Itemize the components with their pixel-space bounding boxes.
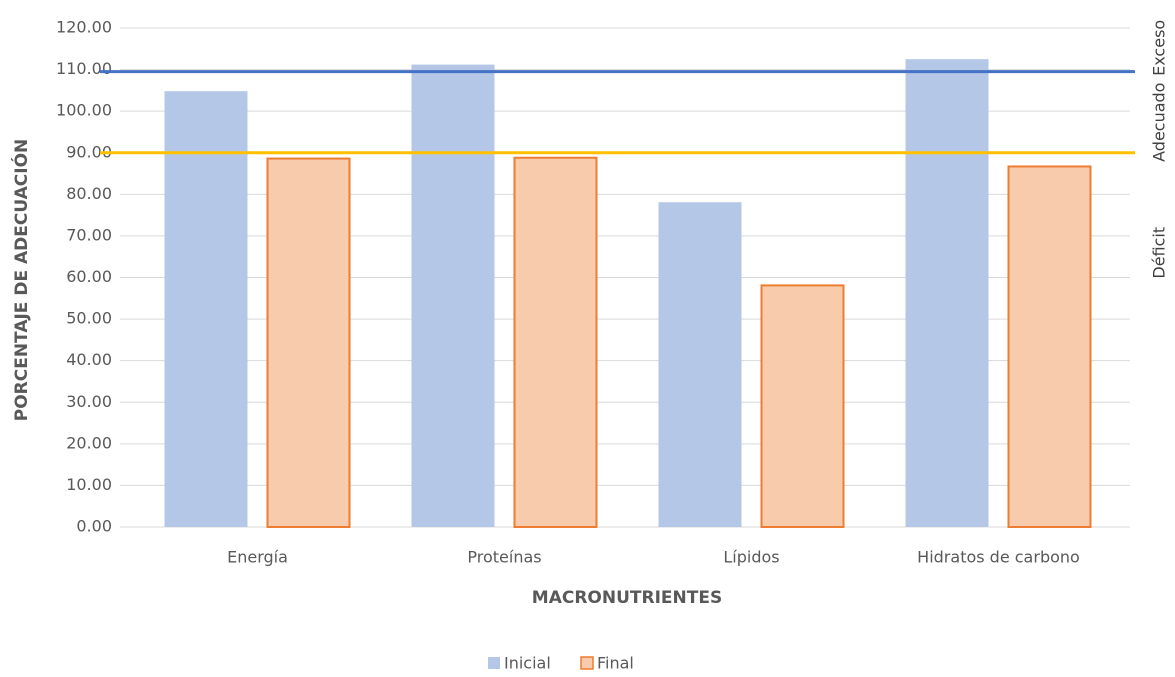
y-tick-label: 50.00 (66, 309, 112, 328)
legend-swatch (488, 657, 500, 669)
x-tick-label: Proteínas (467, 548, 541, 567)
bar (760, 284, 845, 529)
x-tick-label: Lípidos (723, 548, 779, 567)
y-tick-label: 10.00 (66, 475, 112, 494)
bar (1007, 165, 1092, 528)
y-tick-label: 120.00 (56, 18, 112, 37)
y-tick-label: 70.00 (66, 225, 112, 244)
y-tick-label: 90.00 (66, 142, 112, 161)
y-tick-label: 80.00 (66, 184, 112, 203)
x-tick-label: Hidratos de carbono (917, 548, 1080, 567)
bar (411, 64, 495, 528)
bar (658, 202, 742, 527)
bar (266, 157, 351, 529)
zone-label: Exceso (1150, 20, 1169, 76)
y-tick-label: 110.00 (56, 59, 112, 78)
y-tick-label: 40.00 (66, 350, 112, 369)
legend-label: Inicial (504, 654, 551, 673)
x-tick-label: Energía (227, 548, 288, 567)
y-tick-label: 20.00 (66, 433, 112, 452)
bar (164, 91, 248, 527)
zone-label: Adecuado (1150, 83, 1169, 162)
bar (513, 156, 598, 529)
legend-swatch (580, 656, 594, 670)
y-tick-label: 30.00 (66, 392, 112, 411)
legend-label: Final (597, 654, 634, 673)
y-tick-label: 0.00 (76, 517, 112, 536)
y-axis-title: PORCENTAJE DE ADECUACIÓN (10, 139, 32, 422)
y-tick-label: 100.00 (56, 101, 112, 120)
x-axis-title: MACRONUTRIENTES (532, 588, 722, 608)
zone-label: Déficit (1150, 227, 1169, 279)
y-tick-label: 60.00 (66, 267, 112, 286)
bar (905, 59, 989, 527)
